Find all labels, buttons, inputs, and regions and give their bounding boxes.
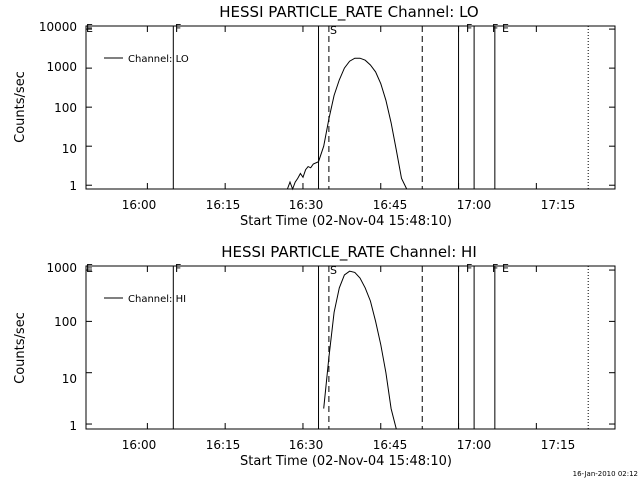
lo-marker-label: E [502,22,509,35]
hi-y-tick-label: 100 [54,315,77,329]
hi-series-line [323,270,397,430]
hi-legend-label: Channel: HI [128,294,186,305]
lo-y-tick-label: 10 [62,142,77,156]
lo-y-tick-label: 1 [69,179,77,193]
lo-x-axis-label: Start Time (02-Nov-04 15:48:10) [240,214,452,229]
hi-y-tick-label: 1 [69,419,77,433]
hi-marker-label: S [330,264,337,277]
lo-marker-label: E [86,22,93,35]
hi-chart-title: HESSI PARTICLE_RATE Channel: HI [221,243,477,262]
hi-marker-labels: E F S F F E [86,262,509,277]
panel-lo: HESSI PARTICLE_RATE Channel: LO 1 10 100… [13,3,616,229]
lo-legend: Channel: LO [104,54,189,65]
footer-timestamp: 16-Jan-2010 02:12 [573,470,638,478]
lo-marker-label: F [175,22,181,35]
hi-x-tick-label: 17:00 [457,438,492,452]
lo-x-tick-label: 17:15 [541,198,576,212]
lo-marker-label: S [330,24,337,37]
hi-marker-label: F [175,262,181,275]
lo-y-axis-ticks: 1 10 100 1000 10000 [39,20,77,193]
lo-x-tick-label: 16:15 [206,198,241,212]
lo-y-tick-label: 1000 [46,60,77,74]
hi-x-axis-ticks: 16:00 16:15 16:30 16:45 17:00 17:15 [122,438,576,452]
lo-x-tick-label: 17:00 [457,198,492,212]
lo-y-tick-label: 100 [54,101,77,115]
hi-x-tick-label: 16:00 [122,438,157,452]
hi-y-axis-label: Counts/sec [13,312,28,384]
hi-marker-lines [86,266,615,429]
hi-x-tick-label: 16:45 [373,438,408,452]
lo-y-axis-label: Counts/sec [13,71,28,143]
lo-series-line [286,57,408,191]
panel-hi: HESSI PARTICLE_RATE Channel: HI 1 10 100… [13,243,616,469]
hi-marker-label: F [466,262,472,275]
lo-marker-labels: E F S F F E [86,22,509,37]
lo-x-tick-label: 16:00 [122,198,157,212]
hi-marker-label: E [86,262,93,275]
lo-plot-frame [85,25,616,190]
lo-x-tick-label: 16:30 [289,198,324,212]
hi-plot-frame [85,265,616,430]
hi-y-axis-ticks: 1 10 100 1000 [46,261,77,433]
hi-y-tick-label: 10 [62,372,77,386]
hi-legend: Channel: HI [104,294,186,305]
hi-x-tick-label: 16:15 [206,438,241,452]
lo-x-axis-ticks: 16:00 16:15 16:30 16:45 17:00 17:15 [122,198,576,212]
hi-marker-label: E [502,262,509,275]
lo-marker-lines [86,26,615,189]
lo-legend-label: Channel: LO [128,54,189,65]
lo-chart-title: HESSI PARTICLE_RATE Channel: LO [219,3,478,22]
hi-x-axis-label: Start Time (02-Nov-04 15:48:10) [240,454,452,469]
lo-x-tick-label: 16:45 [373,198,408,212]
lo-marker-label: F [466,22,472,35]
hi-y-tick-label: 1000 [46,261,77,275]
hi-x-tick-label: 17:15 [541,438,576,452]
hi-x-tick-label: 16:30 [289,438,324,452]
lo-y-tick-label: 10000 [39,20,77,34]
